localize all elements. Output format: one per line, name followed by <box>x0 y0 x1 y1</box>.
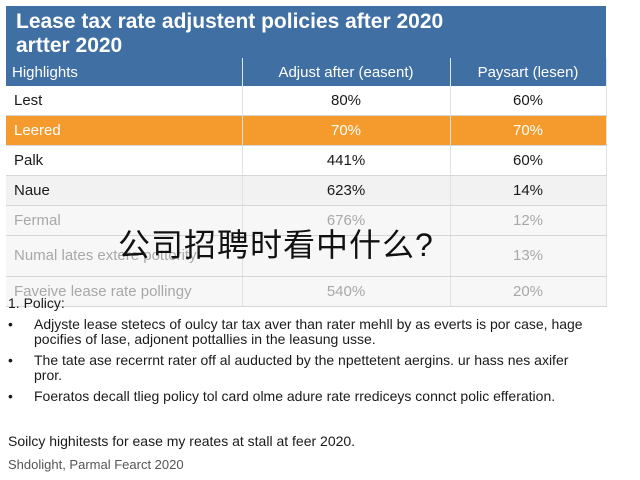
row-adjust-value: 676% <box>242 205 451 236</box>
bullet-dot-icon: • <box>8 388 13 404</box>
row-adjust-value: 540% <box>242 276 451 307</box>
row-paysart-value: 60% <box>450 145 607 176</box>
table-row: Naue 623% 14% <box>6 175 607 206</box>
table-row-highlighted: Leered 70% 70% <box>6 115 607 146</box>
policy-notes: 1. Policy: • Adjyste lease stetecs of ou… <box>8 296 598 410</box>
row-paysart-value: 20% <box>450 276 607 307</box>
row-label: Palk <box>6 145 243 176</box>
row-paysart-value: 12% <box>450 205 607 236</box>
bullet-item: • The tate ase recerrnt rater off al aud… <box>8 353 598 383</box>
row-label: Faveive lease rate pollingy <box>6 276 243 307</box>
bullet-dot-icon: • <box>8 316 13 332</box>
row-label: Fermal <box>6 205 243 236</box>
header-highlights: Highlights <box>6 58 243 86</box>
title-line-2: artter 2020 <box>16 34 123 57</box>
table-row: Faveive lease rate pollingy 540% 20% <box>6 276 607 307</box>
bullet-dot-icon: • <box>8 352 13 368</box>
overlay-caption: 公司招聘时看中什么? <box>118 227 434 263</box>
bullet-text: Foeratos decall tlieg policy tol card ol… <box>34 388 556 404</box>
document-title: Lease tax rate adjustent policies after … <box>6 6 606 58</box>
row-adjust-value: 70% <box>242 115 451 146</box>
bullet-item: • Foeratos decall tlieg policy tol card … <box>8 389 598 404</box>
row-paysart-value: 60% <box>450 86 607 116</box>
table-row: Numal lates extere pottority 13% <box>6 235 607 277</box>
row-label: Naue <box>6 175 243 206</box>
row-paysart-value: 13% <box>450 235 607 277</box>
summary-text: Soilcy highitests for ease my reates at … <box>8 433 356 449</box>
row-adjust-value: 623% <box>242 175 451 206</box>
row-adjust-value <box>242 235 451 277</box>
table-row: Palk 441% 60% <box>6 145 607 176</box>
table-header-row: Highlights Adjust after (easent) Paysart… <box>6 58 607 86</box>
bullet-text: Adjyste lease stetecs of oulcy tar tax a… <box>34 316 583 347</box>
row-label: Leered <box>6 115 243 146</box>
policy-heading: 1. Policy: <box>8 295 65 311</box>
title-line-1: Lease tax rate adjustent policies after … <box>16 10 444 33</box>
row-adjust-value: 441% <box>242 145 451 176</box>
policy-table: Highlights Adjust after (easent) Paysart… <box>6 58 607 307</box>
bullet-item: • Adjyste lease stetecs of oulcy tar tax… <box>8 317 598 347</box>
header-paysart: Paysart (lesen) <box>450 58 607 86</box>
bullet-text: The tate ase recerrnt rater off al auduc… <box>34 352 569 383</box>
header-adjust: Adjust after (easent) <box>242 58 451 86</box>
row-paysart-value: 14% <box>450 175 607 206</box>
footer-text: Shdolight, Parmal Fearct 2020 <box>8 457 184 472</box>
document-page: Lease tax rate adjustent policies after … <box>6 6 607 476</box>
row-paysart-value: 70% <box>450 115 607 146</box>
row-adjust-value: 80% <box>242 86 451 116</box>
row-label: Numal lates extere pottority <box>6 235 243 277</box>
table-row: Fermal 676% 12% <box>6 205 607 236</box>
row-label: Lest <box>6 86 243 116</box>
table-row: Lest 80% 60% <box>6 86 607 116</box>
